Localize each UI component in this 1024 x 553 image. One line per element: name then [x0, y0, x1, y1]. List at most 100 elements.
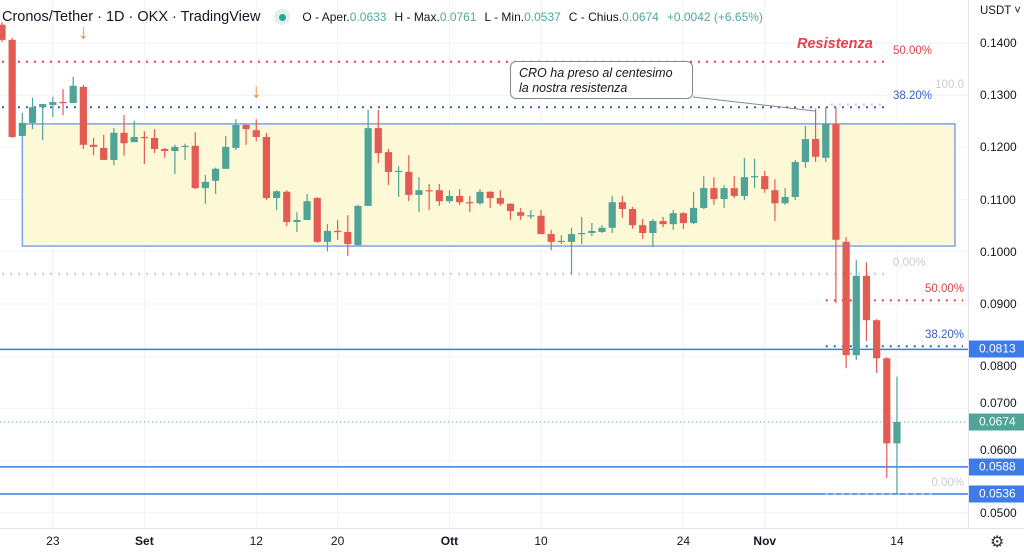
symbol-title[interactable]: Cronos/Tether · 1D · OKX · TradingView	[2, 9, 261, 25]
candle[interactable]	[161, 147, 169, 158]
candle[interactable]	[100, 134, 108, 160]
candle[interactable]	[822, 107, 830, 163]
candle[interactable]	[456, 189, 464, 205]
candle[interactable]	[873, 319, 881, 373]
candle[interactable]	[405, 155, 413, 202]
candle[interactable]	[720, 184, 728, 208]
candle[interactable]	[659, 216, 667, 228]
candle[interactable]	[49, 96, 57, 118]
callout-note[interactable]: CRO ha preso al centesimo la nostra resi…	[510, 61, 693, 99]
candle[interactable]	[791, 159, 799, 201]
candle[interactable]	[120, 115, 128, 156]
candle[interactable]	[354, 204, 362, 247]
candle[interactable]	[18, 112, 26, 136]
time-axis[interactable]	[0, 528, 1024, 553]
candle[interactable]	[852, 260, 860, 360]
candle[interactable]	[323, 224, 332, 252]
candle[interactable]	[181, 143, 189, 160]
candle[interactable]	[69, 76, 77, 104]
candle[interactable]	[883, 357, 891, 478]
candle[interactable]	[730, 176, 738, 199]
candle[interactable]	[395, 166, 403, 197]
candle[interactable]	[272, 190, 281, 211]
candle[interactable]	[557, 235, 565, 244]
candle[interactable]	[334, 219, 342, 240]
candle[interactable]	[639, 218, 647, 239]
market-status-icon[interactable]	[274, 9, 291, 25]
candle[interactable]	[679, 212, 687, 229]
candle[interactable]	[608, 195, 616, 234]
candle[interactable]	[537, 210, 545, 235]
candle[interactable]	[191, 132, 199, 190]
candle[interactable]	[313, 196, 321, 243]
candle[interactable]	[689, 191, 698, 225]
candle[interactable]	[79, 84, 87, 149]
candle[interactable]	[211, 167, 220, 194]
currency-selector[interactable]: USDT ˅	[980, 5, 1022, 17]
candle[interactable]	[8, 37, 16, 139]
candle[interactable]	[476, 189, 484, 205]
candle[interactable]	[39, 104, 47, 141]
candle[interactable]	[130, 120, 138, 143]
candle[interactable]	[761, 170, 769, 193]
candle[interactable]	[171, 144, 179, 175]
candle[interactable]	[527, 210, 535, 219]
candle[interactable]	[567, 227, 576, 275]
candle[interactable]	[140, 131, 148, 165]
candle[interactable]	[435, 183, 443, 206]
candle[interactable]	[262, 132, 271, 201]
candle[interactable]	[242, 123, 250, 145]
candle[interactable]	[59, 88, 67, 116]
candle[interactable]	[222, 135, 230, 169]
candle[interactable]	[812, 108, 820, 163]
candle[interactable]	[771, 179, 779, 222]
candle[interactable]	[384, 148, 393, 185]
candle[interactable]	[110, 128, 118, 166]
candle[interactable]	[466, 195, 474, 213]
candle[interactable]	[700, 176, 708, 209]
candle[interactable]	[303, 193, 311, 220]
candle[interactable]	[740, 157, 749, 201]
candle[interactable]	[283, 190, 291, 227]
candle[interactable]	[445, 190, 454, 204]
candle[interactable]	[893, 376, 901, 494]
candle[interactable]	[781, 188, 789, 205]
gear-icon[interactable]: ⚙	[990, 534, 1005, 551]
candle[interactable]	[496, 190, 504, 206]
candle[interactable]	[588, 223, 596, 237]
candle[interactable]	[669, 210, 677, 230]
range-rectangle[interactable]	[21, 123, 956, 247]
candle[interactable]	[28, 97, 37, 130]
candle[interactable]	[506, 203, 515, 220]
candle[interactable]	[517, 207, 525, 220]
candle[interactable]	[364, 109, 372, 206]
candle[interactable]	[425, 183, 433, 211]
price-tick-label: 0.0700	[980, 396, 1017, 411]
chart-pane[interactable]: 100.0 50.00% 38.20% 0.00% 50.00% 38.20% 0.00% …	[0, 0, 968, 528]
candle[interactable]	[628, 206, 637, 229]
candle[interactable]	[862, 262, 871, 342]
candlestick-chart[interactable]	[0, 0, 968, 528]
candle[interactable]	[649, 218, 657, 248]
candle[interactable]	[598, 225, 606, 234]
price-axis[interactable]	[968, 0, 1024, 528]
candle[interactable]	[201, 175, 209, 204]
candle[interactable]	[293, 212, 301, 232]
candle[interactable]	[547, 229, 555, 251]
candle[interactable]	[710, 177, 718, 205]
candle[interactable]	[618, 195, 626, 218]
candle[interactable]	[842, 237, 850, 369]
candle[interactable]	[89, 138, 98, 156]
candle[interactable]	[374, 109, 382, 164]
candle[interactable]	[150, 129, 159, 154]
candle[interactable]	[344, 215, 352, 256]
candle[interactable]	[832, 107, 840, 303]
candle[interactable]	[578, 216, 586, 244]
candle[interactable]	[252, 119, 260, 142]
candle[interactable]	[0, 22, 6, 42]
candle[interactable]	[486, 191, 494, 208]
candle[interactable]	[750, 158, 759, 189]
candle[interactable]	[232, 119, 240, 151]
candle[interactable]	[801, 125, 810, 168]
candle[interactable]	[415, 177, 423, 213]
